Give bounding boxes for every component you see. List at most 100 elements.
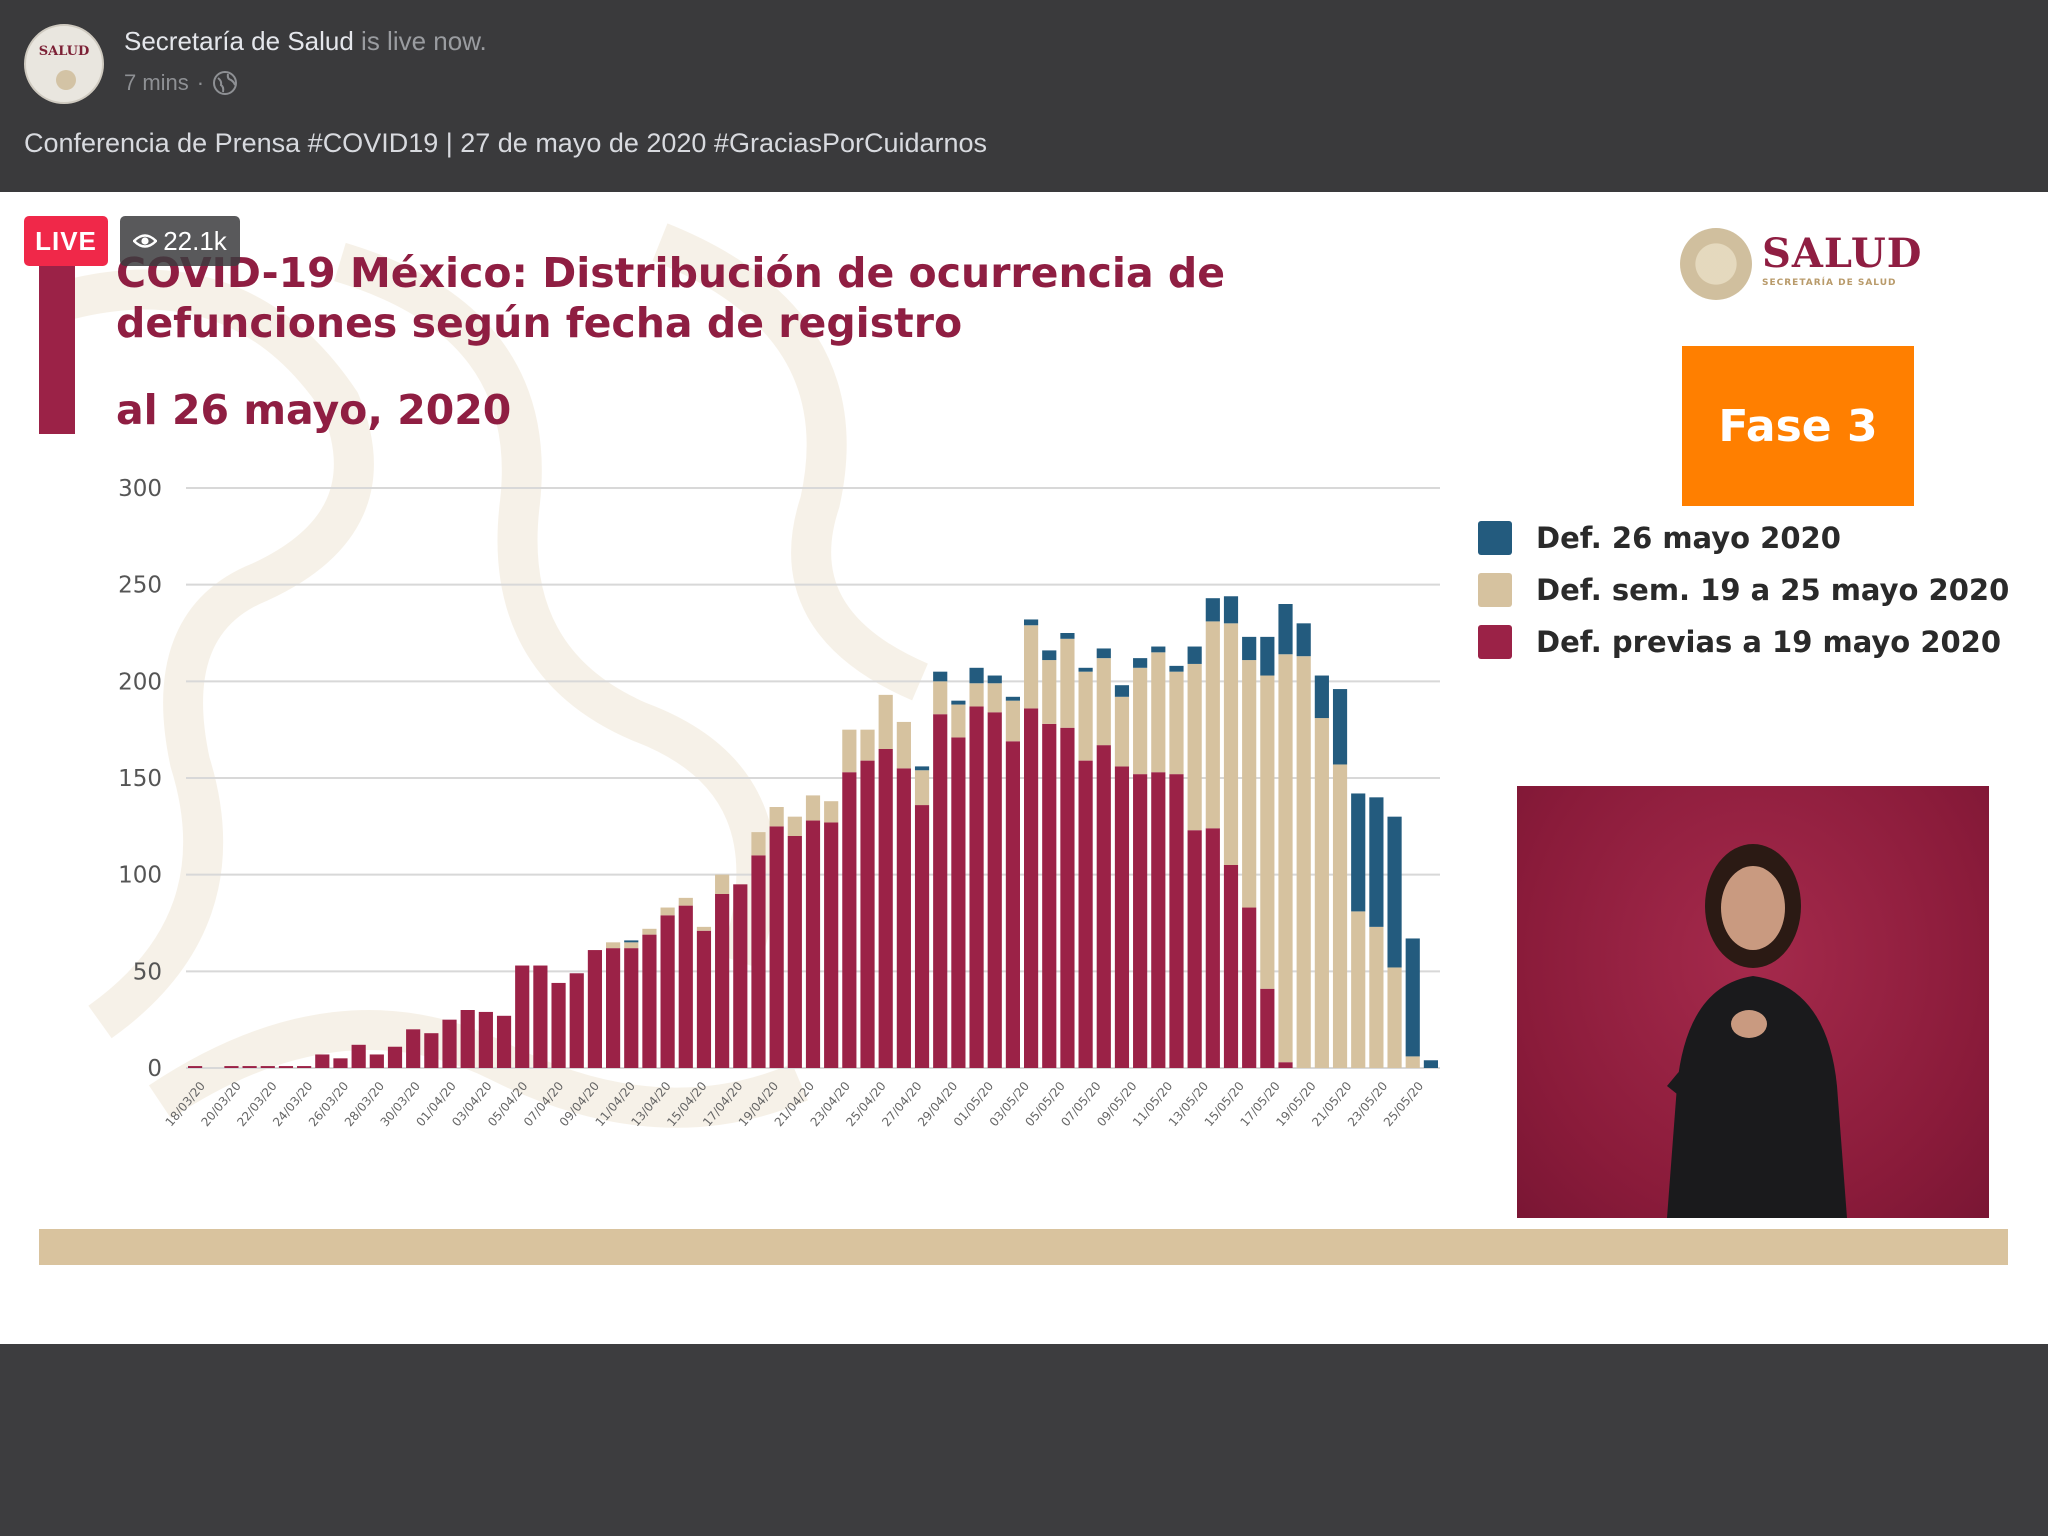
bar-segment-hoy — [1260, 636, 1275, 676]
bar-segment-previas — [824, 822, 839, 1068]
globe-icon — [213, 71, 238, 95]
bar-segment-previas — [933, 714, 948, 1068]
bar-segment-previas — [769, 826, 784, 1068]
bar-segment-previas — [805, 820, 821, 1068]
y-tick-label: 200 — [118, 669, 162, 695]
bar-segment-previas — [260, 1066, 275, 1068]
bar-segment-semana — [1205, 621, 1220, 829]
bar-segment-previas — [224, 1066, 239, 1068]
bar-segment-semana — [1314, 718, 1329, 1068]
bar-segment-semana — [1351, 911, 1366, 1068]
bar-segment-previas — [1042, 723, 1057, 1068]
bar-segment-semana — [878, 694, 893, 749]
bar-segment-previas — [987, 712, 1002, 1068]
bar-segment-semana — [1369, 926, 1384, 1068]
bar-segment-hoy — [1351, 793, 1366, 912]
bar-segment-semana — [1169, 671, 1184, 775]
page-name-link[interactable]: Secretaría de Salud — [124, 26, 354, 56]
bar-segment-semana — [824, 801, 839, 823]
bar-segment-hoy — [1042, 650, 1057, 661]
bar-segment-previas — [278, 1066, 294, 1068]
bar-segment-previas — [787, 836, 802, 1068]
bar-segment-hoy — [1423, 1060, 1439, 1068]
bar-segment-hoy — [1133, 658, 1148, 668]
bar-segment-hoy — [1151, 646, 1166, 653]
bar-segment-previas — [442, 1019, 457, 1068]
bar-segment-semana — [1133, 667, 1148, 775]
slide-footer-band — [39, 1229, 2008, 1265]
y-tick-label: 250 — [118, 573, 162, 599]
bar-segment-semana — [842, 729, 857, 773]
seal-icon — [56, 70, 76, 90]
bar-segment-previas — [660, 915, 675, 1068]
bar-segment-previas — [1151, 772, 1166, 1068]
bar-segment-previas — [533, 965, 548, 1068]
bar-segment-previas — [1005, 741, 1021, 1068]
bar-segment-hoy — [624, 940, 639, 943]
y-tick-label: 50 — [133, 959, 162, 985]
bar-segment-hoy — [1187, 646, 1202, 664]
bar-segment-previas — [842, 772, 857, 1068]
bar-segment-previas — [1278, 1062, 1293, 1068]
bar-segment-semana — [715, 874, 730, 894]
bar-segment-semana — [1296, 656, 1311, 1068]
bar-segment-semana — [787, 816, 802, 836]
legend-swatch — [1478, 625, 1512, 659]
bar-segment-semana — [605, 942, 621, 949]
avatar-text: SALUD — [38, 44, 90, 59]
bar-segment-hoy — [1060, 633, 1075, 639]
bar-segment-semana — [624, 942, 639, 949]
bar-segment-hoy — [1278, 604, 1293, 655]
bar-segment-hoy — [1078, 667, 1093, 672]
bar-segment-hoy — [1023, 619, 1039, 626]
viewer-count-value: 22.1k — [163, 225, 227, 256]
bar-segment-previas — [242, 1066, 257, 1068]
y-tick-label: 150 — [118, 766, 162, 792]
bar-segment-previas — [315, 1054, 330, 1068]
bar-segment-previas — [351, 1044, 366, 1068]
post-caption: Conferencia de Prensa #COVID19 | 27 de m… — [24, 128, 988, 158]
bar-segment-hoy — [1387, 816, 1402, 968]
bar-segment-semana — [1060, 638, 1075, 728]
bar-segment-hoy — [1296, 623, 1311, 657]
bar-segment-hoy — [1169, 665, 1184, 672]
y-tick-label: 300 — [118, 476, 162, 502]
bar-segment-hoy — [1114, 685, 1130, 697]
legend-item-hoy: Def. 26 mayo 2020 — [1478, 512, 2009, 564]
meta-separator: · — [196, 70, 205, 95]
bar-segment-previas — [333, 1058, 348, 1068]
legend-item-semana: Def. sem. 19 a 25 mayo 2020 — [1478, 564, 2009, 616]
bar-segment-semana — [696, 926, 712, 931]
bar-segment-hoy — [1332, 689, 1348, 765]
bar-segment-semana — [1332, 764, 1348, 1068]
below-video-area — [0, 1344, 2048, 1536]
bar-segment-semana — [1151, 652, 1166, 773]
bar-segment-previas — [369, 1054, 384, 1068]
post-meta: 7 mins · — [124, 70, 238, 96]
bar-segment-previas — [551, 982, 566, 1068]
title-accent-bar — [39, 266, 75, 434]
bar-segment-semana — [660, 907, 675, 916]
bar-segment-previas — [624, 948, 639, 1068]
bar-segment-semana — [751, 832, 766, 856]
bar-segment-previas — [733, 884, 748, 1068]
page-avatar[interactable]: SALUD — [24, 24, 104, 104]
bar-segment-hoy — [914, 766, 930, 771]
bar-segment-hoy — [1314, 675, 1329, 719]
bar-segment-previas — [1223, 865, 1239, 1068]
bar-segment-previas — [1169, 774, 1184, 1068]
bar-segment-semana — [1005, 700, 1021, 742]
salud-logo-subtext: SECRETARÍA DE SALUD — [1762, 278, 1897, 288]
bar-segment-semana — [1223, 623, 1239, 865]
post-time[interactable]: 7 mins — [124, 70, 189, 95]
y-tick-label: 100 — [118, 863, 162, 889]
bar-segment-previas — [605, 948, 621, 1068]
bar-segment-semana — [969, 683, 984, 707]
bar-segment-semana — [1078, 671, 1093, 761]
sign-language-interpreter — [1517, 786, 1989, 1218]
live-badge: LIVE — [24, 216, 108, 266]
bar-segment-hoy — [1223, 596, 1239, 624]
live-video[interactable]: COVID-19 México: Distribución de ocurren… — [0, 192, 2048, 1344]
bar-segment-hoy — [951, 700, 966, 705]
bar-segment-previas — [696, 930, 712, 1068]
